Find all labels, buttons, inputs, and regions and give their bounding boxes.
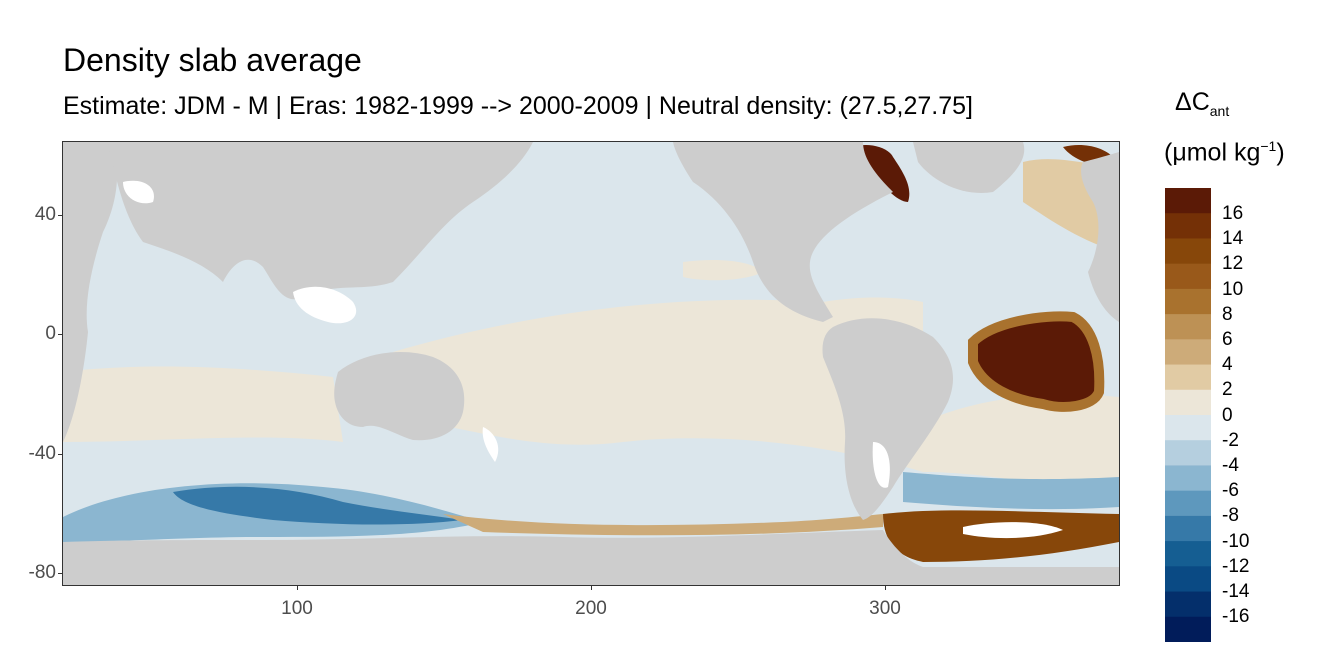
- legend-label: 8: [1222, 303, 1233, 325]
- southern-ocean-dark-blue: [173, 486, 463, 525]
- atlantic-hotspot: [973, 316, 1100, 407]
- colorbar-swatch: [1165, 288, 1211, 315]
- legend-label: 14: [1222, 228, 1244, 250]
- y-tick-label-0: 0: [45, 323, 56, 344]
- legend-label: 0: [1222, 404, 1233, 426]
- atlantic-hotspot-halo: [968, 311, 1105, 412]
- x-tick-mark-300: [885, 586, 886, 590]
- colorbar-swatch: [1165, 238, 1211, 265]
- colorbar-swatch: [1165, 566, 1211, 593]
- land-africa-east: [63, 142, 118, 442]
- land-north-america: [673, 142, 893, 322]
- land-asia: [108, 142, 533, 300]
- legend-label: 6: [1222, 329, 1233, 350]
- y-tick-mark-40: [58, 215, 62, 216]
- colorbar-swatch: [1165, 314, 1211, 340]
- land-greenland: [913, 142, 1025, 193]
- y-tick-label-minus80: -80: [28, 562, 56, 583]
- colorbar-swatch: [1165, 465, 1211, 492]
- legend-title: ΔCant: [1175, 88, 1229, 119]
- ocean-band-equatorial-pacific: [393, 297, 923, 472]
- legend-unit: (μmol kg−1): [1164, 138, 1285, 167]
- y-tick-label-minus40: -40: [28, 443, 56, 464]
- ocean-band-indian: [63, 366, 343, 442]
- colorbar-swatch: [1165, 188, 1211, 214]
- x-tick-label-100: 100: [281, 598, 313, 619]
- colorbar-swatch: [1165, 339, 1211, 366]
- y-tick-mark-minus80: [58, 573, 62, 574]
- legend-unit-prefix: (μmol kg: [1164, 138, 1261, 167]
- ocean-band-south-atlantic: [923, 394, 1119, 502]
- colorbar-swatch: [1165, 616, 1211, 643]
- x-tick-mark-100: [297, 586, 298, 590]
- legend-label: -10: [1222, 530, 1250, 552]
- colorbar-swatch: [1165, 515, 1211, 542]
- missing-data-south-america: [872, 442, 890, 488]
- map-svg: [63, 142, 1119, 585]
- legend-title-subscript: ant: [1209, 103, 1230, 119]
- map-panel: [62, 141, 1120, 586]
- legend-label: -16: [1222, 606, 1250, 628]
- y-tick-label-40: 40: [34, 204, 56, 225]
- colorbar-swatch: [1165, 364, 1211, 391]
- legend-label: 16: [1222, 203, 1244, 224]
- missing-data-indonesia: [293, 286, 357, 324]
- southern-ocean-brown-pacific: [443, 514, 883, 536]
- legend-label: -12: [1222, 555, 1250, 577]
- missing-data-nz: [482, 427, 499, 462]
- colorbar-swatch: [1165, 389, 1211, 416]
- plot-title: Density slab average: [63, 42, 362, 78]
- legend-label: 4: [1222, 354, 1233, 376]
- colorbar-swatch: [1165, 541, 1211, 567]
- legend-colorbar-svg: [1165, 188, 1211, 643]
- legend-label: -14: [1222, 581, 1250, 602]
- x-tick-label-300: 300: [869, 598, 901, 619]
- legend-colorbar: [1165, 188, 1211, 643]
- x-tick-mark-200: [591, 586, 592, 590]
- colorbar-swatch: [1165, 490, 1211, 517]
- land-europe: [1081, 152, 1119, 322]
- legend-label: 12: [1222, 253, 1244, 275]
- legend-label: -2: [1222, 429, 1239, 451]
- colorbar-swatch: [1165, 591, 1211, 618]
- legend-label: 2: [1222, 379, 1233, 401]
- colorbar-swatch: [1165, 440, 1211, 466]
- legend-label: 10: [1222, 278, 1244, 300]
- plot-subtitle: Estimate: JDM - M | Eras: 1982-1999 --> …: [63, 92, 973, 120]
- land-south-america: [822, 318, 953, 520]
- weddell-white-patch: [963, 522, 1063, 539]
- missing-data-arctic-strip: [123, 180, 154, 204]
- colorbar-swatch: [1165, 263, 1211, 290]
- colorbar-swatch: [1165, 415, 1211, 441]
- legend-title-symbol: ΔC: [1175, 88, 1210, 116]
- y-tick-mark-minus40: [58, 454, 62, 455]
- x-tick-label-200: 200: [575, 598, 607, 619]
- legend-unit-suffix: ): [1276, 138, 1285, 167]
- y-tick-mark-0: [58, 334, 62, 335]
- colorbar-swatch: [1165, 213, 1211, 239]
- ocean-band-north-pacific: [683, 260, 763, 281]
- legend-label: -8: [1222, 505, 1239, 527]
- legend-label: -4: [1222, 455, 1239, 476]
- legend-label: -6: [1222, 480, 1239, 502]
- southern-ocean-blue-atlantic: [903, 472, 1119, 510]
- legend-unit-superscript: −1: [1260, 138, 1277, 154]
- land-antarctica: [63, 530, 1119, 585]
- land-australia: [334, 352, 465, 441]
